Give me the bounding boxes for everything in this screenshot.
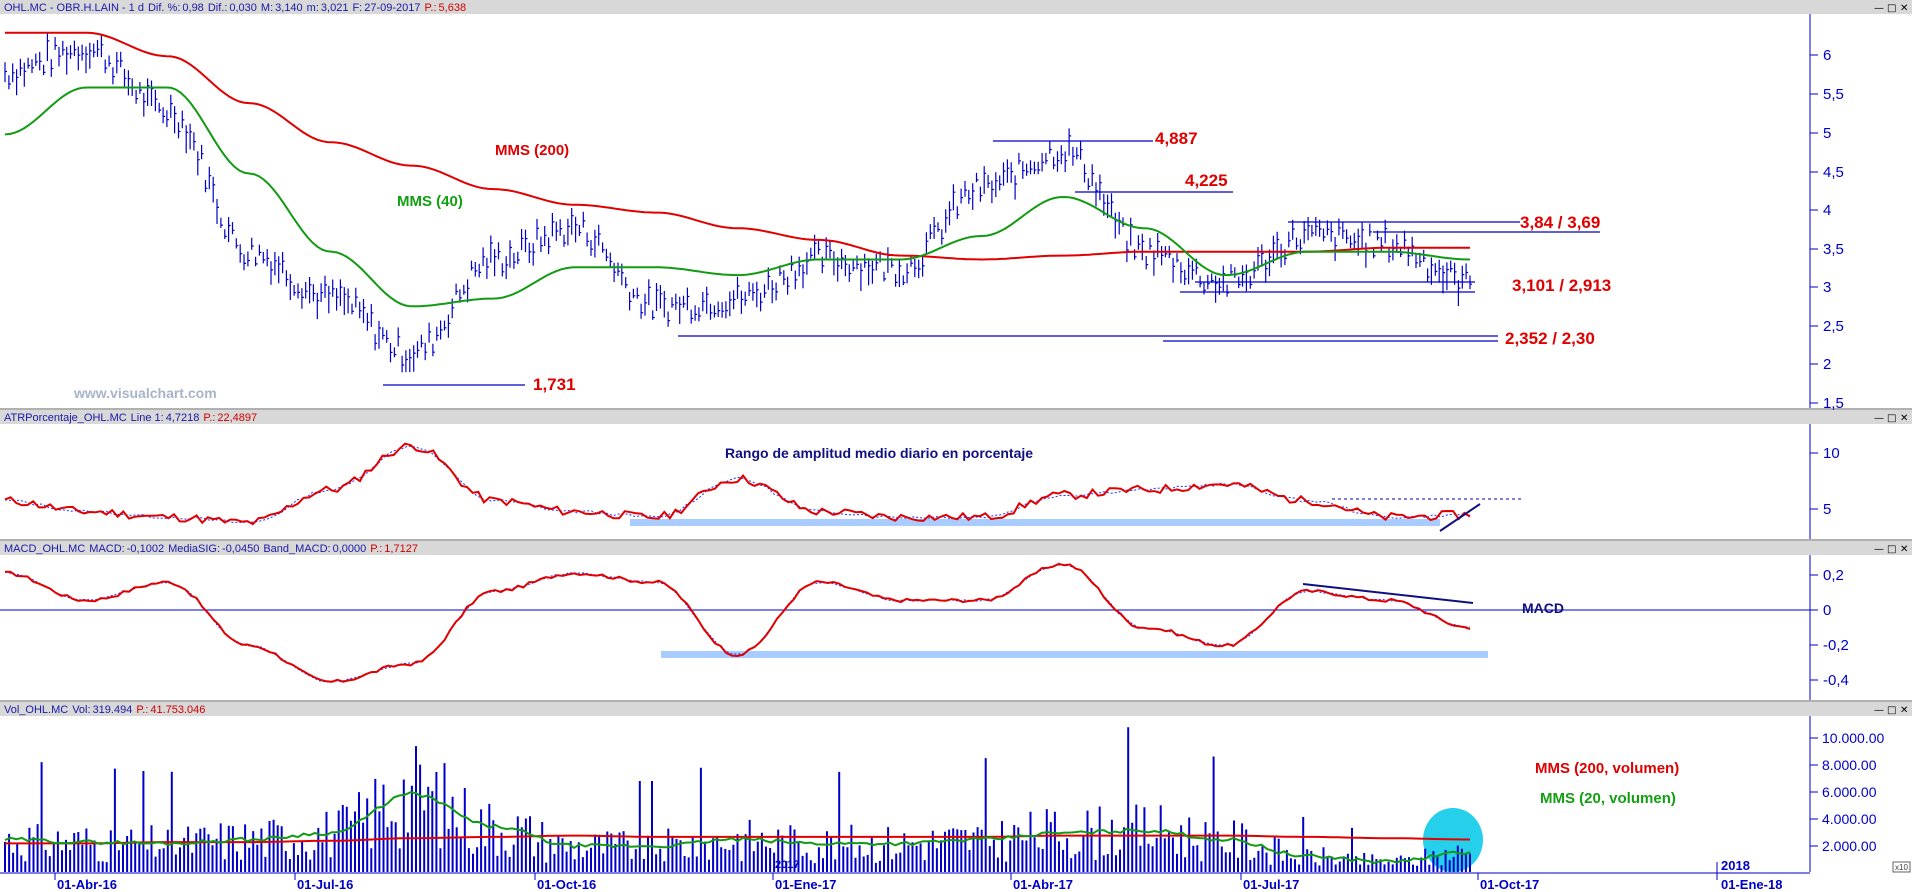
- y-tick-label: 10.000.00: [1822, 730, 1884, 746]
- price-panel-header: [0, 0, 1912, 14]
- price-header: OHL.MC - OBR.H.LAIN - 1 d Dif. %: 0,98 Dif.…: [4, 2, 466, 14]
- y-tick-label: 5: [1823, 501, 1831, 518]
- minimize-icon[interactable]: —: [1874, 413, 1884, 424]
- y-tick-label: 0: [1823, 602, 1831, 619]
- atr-highlight-band: [630, 519, 1440, 526]
- y-tick-label: 0,2: [1823, 567, 1844, 584]
- volume-mms200-line: [5, 834, 1470, 845]
- watermark: www.visualchart.com: [73, 385, 217, 401]
- atr-header: ATRPorcentaje_OHL.MC Line 1: 4,7218 P.: 22,4…: [4, 412, 257, 424]
- macd-signal-line: [4, 564, 1471, 683]
- low-label: 1,731: [533, 375, 576, 394]
- y-tick-label: 2.000.00: [1822, 838, 1877, 854]
- y-tick-label: 2: [1823, 356, 1831, 373]
- macd-trend-line: [1302, 583, 1474, 604]
- y-tick-label: 4,5: [1823, 164, 1844, 181]
- atr-trend-line: [1439, 503, 1481, 532]
- atr-line: [4, 442, 1471, 526]
- price-window-buttons[interactable]: — □ ✕: [1874, 3, 1908, 14]
- high2-label: 4,225: [1185, 171, 1228, 190]
- mms40-line: [4, 86, 1471, 308]
- minimize-icon[interactable]: —: [1874, 705, 1884, 716]
- mms40-label: MMS (40): [397, 193, 463, 210]
- y-tick-label: 5,5: [1823, 86, 1844, 103]
- atr-panel: Rango de amplitud medio diario en porcen…: [4, 442, 1523, 532]
- date-label: 01-Abr-17: [1013, 877, 1073, 892]
- y-tick-label: 4: [1823, 202, 1831, 219]
- close-icon[interactable]: ✕: [1900, 3, 1908, 14]
- volume-legend-20: MMS (20, volumen): [1540, 790, 1676, 807]
- atr-y-axis: 10 5: [1810, 445, 1840, 518]
- atr-panel-header: [0, 410, 1912, 424]
- y-tick-label: 1,5: [1823, 395, 1844, 412]
- maximize-icon[interactable]: □: [1887, 413, 1896, 424]
- price-panel: MMS (200) MMS (40) 4,887 4,225 3,84 / 3,…: [4, 31, 1611, 401]
- macd-line: [4, 562, 1471, 683]
- macd-y-axis: 0,2 0 -0,2 -0,4: [1810, 567, 1849, 689]
- atr-window-buttons[interactable]: — □ ✕: [1874, 413, 1908, 424]
- volume-y-axis: 10.000.00 8.000.00 6.000.00 4.000.00 2.0…: [1810, 730, 1911, 873]
- y-tick-label: 4.000.00: [1822, 811, 1877, 827]
- mms200-line: [5, 31, 1470, 261]
- volume-panel: MMS (200, volumen) MMS (20, volumen): [4, 727, 1679, 872]
- atr-title: Rango de amplitud medio diario en porcen…: [725, 445, 1033, 461]
- resistance-label: 3,84 / 3,69: [1520, 213, 1600, 232]
- minimize-icon[interactable]: —: [1874, 544, 1884, 555]
- year-marker: 2018: [1721, 858, 1750, 873]
- mms200-label: MMS (200): [495, 142, 569, 159]
- y-tick-label: 6.000.00: [1822, 784, 1877, 800]
- y-tick-label: 6: [1823, 47, 1831, 64]
- date-axis: 01-Abr-16 01-Jul-16 01-Oct-16 01-Ene-17 …: [54, 858, 1782, 892]
- date-label: 01-Jul-16: [297, 877, 353, 892]
- volume-header: Vol_OHL.MC Vol: 319.494 P.: 41.753.046: [4, 704, 205, 716]
- price-y-axis: 6 5,5 5 4,5 4 3,5 3 2,5 2 1,5: [1810, 47, 1844, 412]
- y-tick-label: 3: [1823, 279, 1831, 296]
- peak-label: 4,887: [1155, 129, 1198, 148]
- date-label: 01-Oct-16: [537, 877, 596, 892]
- volume-legend-200: MMS (200, volumen): [1535, 760, 1679, 777]
- date-label: 01-Oct-17: [1480, 877, 1539, 892]
- date-label: 01-Ene-18: [1721, 877, 1782, 892]
- date-label: 01-Jul-17: [1243, 877, 1299, 892]
- support2-label: 2,352 / 2,30: [1505, 329, 1595, 348]
- volume-panel-header: [0, 702, 1912, 716]
- close-icon[interactable]: ✕: [1900, 413, 1908, 424]
- macd-panel-header: [0, 541, 1912, 555]
- date-label: 01-Ene-17: [775, 877, 836, 892]
- macd-window-buttons[interactable]: — □ ✕: [1874, 544, 1908, 555]
- y-tick-label: -0,2: [1823, 637, 1849, 654]
- close-icon[interactable]: ✕: [1900, 544, 1908, 555]
- macd-header: MACD_OHL.MC MACD: -0,1002 MediaSIG: -0,0450 B…: [4, 543, 418, 555]
- close-icon[interactable]: ✕: [1900, 705, 1908, 716]
- volume-bars: [4, 727, 1471, 872]
- y-tick-label: 3,5: [1823, 241, 1844, 258]
- support1-label: 3,101 / 2,913: [1512, 276, 1611, 295]
- y-tick-label: -0,4: [1823, 672, 1849, 689]
- macd-label: MACD: [1522, 600, 1564, 616]
- y-tick-label: 2,5: [1823, 318, 1844, 335]
- corner-box: [1892, 861, 1911, 873]
- maximize-icon[interactable]: □: [1887, 705, 1896, 716]
- date-label: 01-Abr-16: [57, 877, 117, 892]
- macd-panel: MACD: [0, 562, 1810, 683]
- volume-mms20-line: [4, 791, 1471, 865]
- inline-year-mark: 2017: [775, 859, 799, 871]
- maximize-icon[interactable]: □: [1887, 544, 1896, 555]
- corner-label: x10: [1895, 863, 1908, 872]
- y-tick-label: 10: [1823, 445, 1840, 462]
- macd-highlight-band: [661, 651, 1488, 658]
- price-bars: [4, 33, 1472, 373]
- maximize-icon[interactable]: □: [1887, 3, 1896, 14]
- minimize-icon[interactable]: —: [1874, 3, 1884, 14]
- y-tick-label: 8.000.00: [1822, 757, 1877, 773]
- y-tick-label: 5: [1823, 125, 1831, 142]
- volume-window-buttons[interactable]: — □ ✕: [1874, 705, 1908, 716]
